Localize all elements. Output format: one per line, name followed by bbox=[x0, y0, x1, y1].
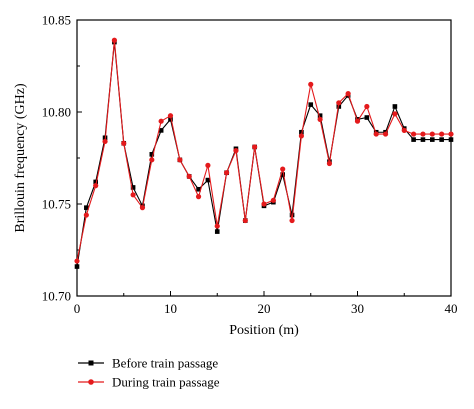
data-point bbox=[111, 37, 117, 43]
data-point bbox=[83, 212, 89, 218]
data-point bbox=[317, 116, 323, 122]
data-point bbox=[289, 212, 295, 218]
data-point bbox=[420, 131, 426, 137]
data-point bbox=[289, 217, 295, 224]
data-point bbox=[299, 129, 304, 135]
data-point bbox=[448, 131, 454, 137]
series-layer bbox=[74, 37, 454, 269]
data-point bbox=[196, 186, 201, 192]
data-point bbox=[93, 179, 98, 185]
data-point bbox=[224, 170, 230, 176]
data-point bbox=[233, 148, 239, 154]
data-point bbox=[345, 91, 351, 97]
series-line bbox=[76, 42, 451, 267]
series-during-train bbox=[74, 37, 454, 264]
axis-ticks bbox=[76, 19, 452, 297]
data-point bbox=[139, 205, 146, 211]
data-point bbox=[364, 103, 370, 110]
data-point bbox=[214, 223, 220, 229]
y-axis-title: Brillouin frequency (GHz) bbox=[13, 83, 28, 233]
data-point bbox=[336, 100, 342, 106]
data-point bbox=[74, 258, 80, 264]
data-point bbox=[149, 152, 155, 157]
y-tick-label: 10.85 bbox=[42, 13, 71, 28]
data-point bbox=[130, 192, 136, 198]
axis-tick-labels: 0 10 20 30 40 10.70 10.75 10.80 10.85 bbox=[42, 13, 458, 317]
x-tick-label: 10 bbox=[164, 301, 177, 316]
x-axis-title: Position (m) bbox=[229, 323, 299, 338]
data-point bbox=[214, 229, 220, 234]
data-point bbox=[102, 138, 108, 145]
data-point bbox=[382, 131, 389, 137]
series-before-train bbox=[74, 39, 454, 269]
data-point bbox=[392, 111, 398, 117]
data-point bbox=[298, 133, 304, 139]
plot-frame bbox=[76, 19, 452, 297]
legend-marker bbox=[88, 379, 94, 385]
data-point bbox=[149, 157, 155, 163]
data-point bbox=[336, 104, 342, 109]
data-point bbox=[195, 194, 202, 200]
data-point bbox=[439, 131, 445, 137]
data-point bbox=[74, 264, 80, 269]
data-point bbox=[401, 127, 407, 133]
y-tick-label: 10.80 bbox=[42, 105, 71, 120]
data-point bbox=[205, 177, 211, 183]
x-tick-label: 30 bbox=[351, 301, 364, 316]
legend-label: Before train passage bbox=[112, 356, 218, 371]
data-point bbox=[308, 102, 314, 107]
data-point bbox=[205, 162, 211, 168]
x-tick-label: 20 bbox=[258, 301, 271, 316]
data-point bbox=[280, 172, 285, 177]
y-tick-label: 10.75 bbox=[42, 197, 71, 212]
data-point bbox=[364, 115, 370, 120]
legend-item: During train passage bbox=[78, 375, 220, 390]
data-point bbox=[252, 144, 258, 150]
data-point bbox=[130, 185, 136, 190]
data-point bbox=[261, 201, 267, 207]
data-point bbox=[280, 166, 286, 172]
legend-item: Before train passage bbox=[78, 356, 218, 371]
series-line bbox=[76, 40, 451, 262]
data-point bbox=[420, 137, 426, 142]
data-point bbox=[439, 137, 444, 142]
x-tick-label: 40 bbox=[445, 301, 458, 316]
data-point bbox=[158, 118, 164, 124]
data-point bbox=[186, 173, 192, 179]
legend-marker bbox=[88, 360, 94, 366]
data-point bbox=[392, 104, 398, 109]
data-point bbox=[448, 137, 454, 142]
data-point bbox=[84, 205, 89, 210]
data-point bbox=[158, 128, 164, 133]
y-tick-label: 10.70 bbox=[42, 289, 71, 304]
data-point bbox=[93, 183, 99, 189]
data-point bbox=[242, 217, 248, 224]
data-point bbox=[326, 160, 333, 167]
x-tick-label: 0 bbox=[74, 301, 81, 316]
data-point bbox=[270, 197, 276, 203]
data-point bbox=[177, 157, 183, 163]
legend-label: During train passage bbox=[112, 375, 220, 390]
data-point bbox=[411, 131, 417, 137]
data-point bbox=[411, 137, 416, 142]
data-point bbox=[121, 140, 127, 146]
data-point bbox=[354, 118, 361, 124]
legend: Before train passage During train passage bbox=[78, 356, 220, 390]
data-point bbox=[429, 131, 435, 137]
data-point bbox=[430, 137, 435, 142]
data-point bbox=[308, 81, 314, 87]
data-point bbox=[168, 117, 173, 122]
data-point bbox=[317, 113, 323, 118]
data-point bbox=[167, 113, 174, 119]
data-point bbox=[373, 131, 379, 137]
